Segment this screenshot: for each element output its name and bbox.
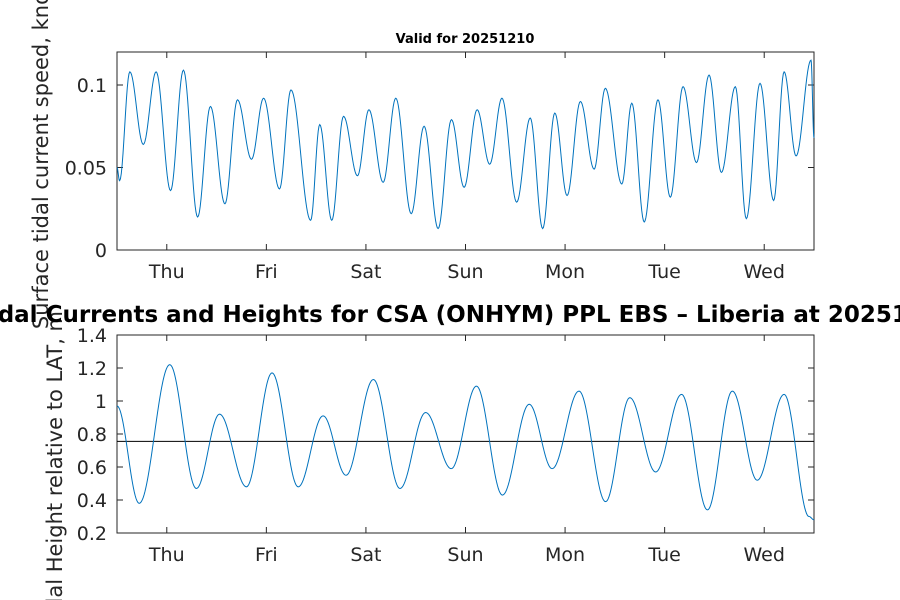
current-speed-line	[116, 59, 815, 230]
tidal-height-ytick-label: 0.4	[77, 490, 107, 512]
tidal-height-xtick-label: Tue	[647, 544, 680, 566]
current-speed-panel: Valid for 20251210 0 0.05 0.1 Thu Fri Sat Sun…	[29, 0, 815, 329]
current-speed-xtick-label: Mon	[545, 261, 585, 283]
current-speed-xtick-label: Fri	[255, 261, 278, 283]
tidal-height-ytick-label: 1.4	[77, 325, 107, 347]
tidal-height-title: Tidal Currents and Heights for CSA (ONHY…	[0, 302, 900, 328]
current-speed-ytick-label: 0	[95, 240, 107, 262]
current-speed-title: Valid for 20251210	[396, 32, 535, 47]
tidal-height-xtick-label: Sun	[447, 544, 483, 566]
tidal-height-ytick-label: 0.8	[77, 424, 107, 446]
current-speed-xtick-label: Tue	[647, 261, 680, 283]
tidal-height-xtick-label: Wed	[743, 544, 784, 566]
tidal-height-ytick-label: 0.6	[77, 457, 107, 479]
tidal-height-panel: 0.2 0.4 0.6 0.8 1 1.2 1.4 Thu Fri Sat Sun Mon Tue We…	[0, 302, 900, 600]
tidal-height-xtick-label: Thu	[148, 544, 185, 566]
current-speed-ytick-label: 0.1	[77, 75, 107, 97]
current-speed-xtick-label: Sat	[350, 261, 381, 283]
current-speed-xtick-label: Wed	[743, 261, 784, 283]
current-speed-ylabel: Surface tidal current speed, knots	[29, 0, 53, 329]
current-speed-xtick-label: Sun	[447, 261, 483, 283]
current-speed-ytick-label: 0.05	[65, 158, 107, 180]
tidal-height-xtick-label: Sat	[350, 544, 381, 566]
tidal-height-ytick-label: 1	[95, 391, 107, 413]
current-speed-xtick-label: Thu	[148, 261, 185, 283]
tidal-height-ytick-label: 0.2	[77, 523, 107, 545]
tidal-height-xtick-label: Mon	[545, 544, 585, 566]
tidal-height-line	[116, 364, 815, 521]
tidal-height-axes	[116, 334, 815, 534]
current-speed-axes	[116, 51, 815, 251]
tidal-height-xtick-label: Fri	[255, 544, 278, 566]
tidal-height-ylabel: Tidal Height relative to LAT, m	[43, 311, 67, 600]
tidal-height-ytick-label: 1.2	[77, 358, 107, 380]
